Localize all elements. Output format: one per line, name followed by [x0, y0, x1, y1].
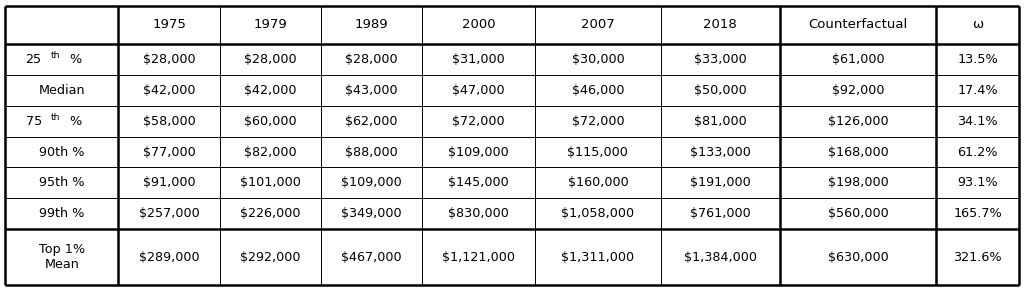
- Text: $145,000: $145,000: [449, 177, 509, 190]
- Text: $28,000: $28,000: [244, 53, 296, 66]
- Text: $292,000: $292,000: [240, 251, 300, 264]
- Text: $226,000: $226,000: [240, 207, 300, 220]
- Text: Counterfactual: Counterfactual: [808, 18, 907, 31]
- Text: 93.1%: 93.1%: [957, 177, 997, 190]
- Text: $42,000: $42,000: [142, 84, 196, 97]
- Text: $1,058,000: $1,058,000: [561, 207, 635, 220]
- Text: $72,000: $72,000: [453, 115, 505, 128]
- Text: $82,000: $82,000: [244, 145, 296, 159]
- Text: $109,000: $109,000: [341, 177, 401, 190]
- Text: $349,000: $349,000: [341, 207, 401, 220]
- Text: $61,000: $61,000: [831, 53, 885, 66]
- Text: 75: 75: [26, 115, 42, 128]
- Text: $77,000: $77,000: [142, 145, 196, 159]
- Text: $81,000: $81,000: [694, 115, 746, 128]
- Text: th: th: [50, 51, 60, 60]
- Text: 165.7%: 165.7%: [953, 207, 1001, 220]
- Text: $28,000: $28,000: [142, 53, 196, 66]
- Text: 2018: 2018: [703, 18, 737, 31]
- Text: 90th %: 90th %: [39, 145, 85, 159]
- Text: $133,000: $133,000: [690, 145, 751, 159]
- Text: $1,384,000: $1,384,000: [684, 251, 757, 264]
- Text: $43,000: $43,000: [345, 84, 397, 97]
- Text: 1989: 1989: [354, 18, 388, 31]
- Text: $58,000: $58,000: [142, 115, 196, 128]
- Text: $630,000: $630,000: [827, 251, 889, 264]
- Text: 17.4%: 17.4%: [957, 84, 997, 97]
- Text: 95th %: 95th %: [39, 177, 85, 190]
- Text: $88,000: $88,000: [345, 145, 397, 159]
- Text: 2007: 2007: [581, 18, 614, 31]
- Text: 1979: 1979: [253, 18, 287, 31]
- Text: 61.2%: 61.2%: [957, 145, 997, 159]
- Text: $467,000: $467,000: [341, 251, 401, 264]
- Text: 25: 25: [26, 53, 42, 66]
- Text: $42,000: $42,000: [244, 84, 296, 97]
- Text: 13.5%: 13.5%: [957, 53, 997, 66]
- Text: $168,000: $168,000: [827, 145, 889, 159]
- Text: 321.6%: 321.6%: [953, 251, 1001, 264]
- Text: $46,000: $46,000: [571, 84, 625, 97]
- Text: $33,000: $33,000: [694, 53, 746, 66]
- Text: $289,000: $289,000: [138, 251, 200, 264]
- Text: $30,000: $30,000: [571, 53, 625, 66]
- Text: $50,000: $50,000: [694, 84, 746, 97]
- Text: $560,000: $560,000: [827, 207, 889, 220]
- Text: 99th %: 99th %: [39, 207, 84, 220]
- Text: $126,000: $126,000: [827, 115, 889, 128]
- Text: $1,311,000: $1,311,000: [561, 251, 635, 264]
- Text: $47,000: $47,000: [453, 84, 505, 97]
- Text: $91,000: $91,000: [142, 177, 196, 190]
- Text: 1975: 1975: [153, 18, 186, 31]
- Text: $191,000: $191,000: [690, 177, 751, 190]
- Text: $31,000: $31,000: [453, 53, 505, 66]
- Text: th: th: [50, 113, 60, 122]
- Text: $62,000: $62,000: [345, 115, 397, 128]
- Text: %: %: [67, 53, 83, 66]
- Text: $1,121,000: $1,121,000: [442, 251, 515, 264]
- Text: 2000: 2000: [462, 18, 496, 31]
- Text: Median: Median: [39, 84, 85, 97]
- Text: $60,000: $60,000: [244, 115, 296, 128]
- Text: $115,000: $115,000: [567, 145, 629, 159]
- Text: $160,000: $160,000: [567, 177, 629, 190]
- Text: $198,000: $198,000: [827, 177, 889, 190]
- Text: ω: ω: [972, 18, 983, 31]
- Text: $92,000: $92,000: [831, 84, 885, 97]
- Text: $28,000: $28,000: [345, 53, 397, 66]
- Text: $761,000: $761,000: [690, 207, 751, 220]
- Text: $257,000: $257,000: [138, 207, 200, 220]
- Text: %: %: [67, 115, 83, 128]
- Text: $830,000: $830,000: [449, 207, 509, 220]
- Text: Top 1%
Mean: Top 1% Mean: [39, 243, 85, 271]
- Text: $72,000: $72,000: [571, 115, 625, 128]
- Text: $101,000: $101,000: [240, 177, 301, 190]
- Text: $109,000: $109,000: [449, 145, 509, 159]
- Text: 34.1%: 34.1%: [957, 115, 997, 128]
